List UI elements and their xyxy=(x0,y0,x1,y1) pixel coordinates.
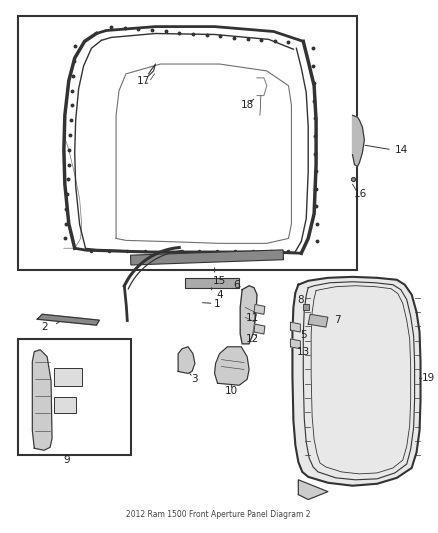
Polygon shape xyxy=(37,314,99,325)
Text: 2012 Ram 1500 Front Aperture Panel Diagram 2: 2012 Ram 1500 Front Aperture Panel Diagr… xyxy=(126,510,311,519)
Text: 11: 11 xyxy=(245,313,259,323)
Text: 4: 4 xyxy=(216,289,223,300)
Text: 7: 7 xyxy=(335,315,341,325)
Text: 15: 15 xyxy=(213,276,226,286)
Polygon shape xyxy=(32,350,52,450)
Polygon shape xyxy=(293,277,420,486)
Polygon shape xyxy=(215,347,249,385)
Polygon shape xyxy=(290,339,300,349)
Text: 13: 13 xyxy=(297,347,310,357)
Text: 9: 9 xyxy=(64,455,70,465)
Text: 6: 6 xyxy=(233,280,240,290)
Bar xyxy=(185,278,239,288)
Polygon shape xyxy=(353,115,364,166)
Polygon shape xyxy=(254,304,265,314)
Polygon shape xyxy=(290,322,300,332)
Text: 3: 3 xyxy=(191,374,198,384)
Polygon shape xyxy=(178,347,195,374)
Text: 19: 19 xyxy=(422,373,435,383)
Polygon shape xyxy=(298,480,328,499)
Text: 17: 17 xyxy=(137,76,150,86)
Text: 12: 12 xyxy=(245,334,259,344)
Text: 10: 10 xyxy=(225,386,238,396)
Text: 14: 14 xyxy=(395,145,408,155)
Text: 16: 16 xyxy=(354,189,367,199)
Text: 2: 2 xyxy=(41,322,47,332)
Bar xyxy=(131,250,283,265)
Text: 18: 18 xyxy=(240,100,254,110)
Polygon shape xyxy=(308,314,328,327)
Polygon shape xyxy=(240,286,257,344)
Text: 1: 1 xyxy=(214,300,221,310)
Bar xyxy=(54,368,81,386)
Polygon shape xyxy=(254,324,265,334)
Text: 5: 5 xyxy=(300,330,307,340)
Bar xyxy=(54,397,76,413)
Bar xyxy=(18,339,131,455)
Bar xyxy=(18,16,357,270)
Text: 8: 8 xyxy=(297,295,304,305)
